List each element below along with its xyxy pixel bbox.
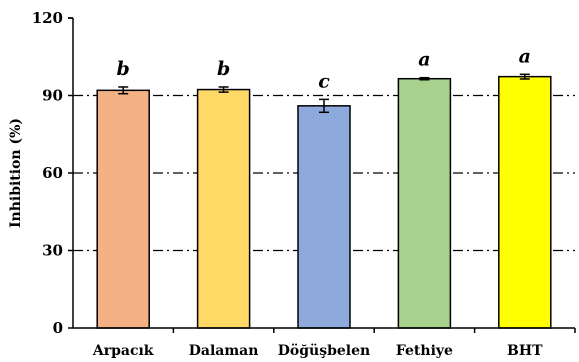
significance-letter: c xyxy=(318,70,330,92)
bar-döğüşbelen xyxy=(297,105,351,329)
x-tick-labels: Arpacık Dalaman Döğüşbelen Fethiye BHT xyxy=(92,328,576,359)
y-tick-label: 30 xyxy=(42,242,63,260)
significance-letter: a xyxy=(418,49,430,71)
x-tick-label: Döğüşbelen xyxy=(278,343,370,359)
y-tick-label: 60 xyxy=(42,164,63,182)
x-tick-label: Arpacık xyxy=(92,343,154,359)
x-tick-label: Fethiye xyxy=(396,343,453,359)
bars xyxy=(96,73,552,329)
x-tick-label: Dalaman xyxy=(189,343,259,359)
bar-bht xyxy=(498,75,552,329)
bar-fethiye xyxy=(397,77,452,329)
x-tick-label: BHT xyxy=(507,343,543,359)
bar-arpacık xyxy=(96,89,150,329)
y-tick-label: 0 xyxy=(53,319,63,337)
gridlines xyxy=(73,94,575,252)
y-tick-label: 120 xyxy=(32,9,63,27)
significance-letter: b xyxy=(217,58,230,80)
significance-letters: b b c a a xyxy=(117,45,531,92)
bar-dalaman xyxy=(196,88,251,329)
significance-letter: b xyxy=(117,58,130,80)
significance-letter: a xyxy=(519,45,531,67)
y-ticks: 0 30 60 90 120 xyxy=(32,9,73,337)
y-axis-title: Inhibition (%) xyxy=(8,118,24,228)
y-tick-label: 90 xyxy=(42,87,63,105)
